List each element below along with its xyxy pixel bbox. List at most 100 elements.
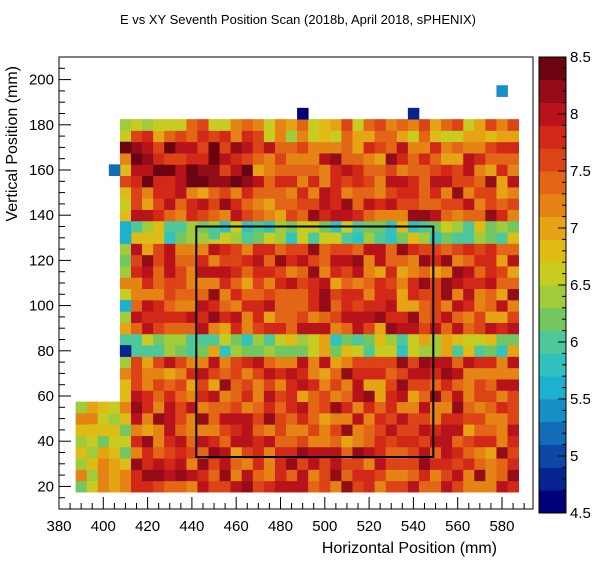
- heatmap-cell: [330, 277, 342, 290]
- heatmap-cell: [319, 446, 331, 459]
- heatmap-cell: [496, 153, 508, 165]
- heatmap-cell: [197, 412, 209, 425]
- heatmap-cell: [485, 288, 497, 301]
- heatmap-cell: [441, 220, 453, 233]
- heatmap-cell: [186, 345, 198, 357]
- heatmap-cell: [430, 333, 442, 346]
- heatmap-cell: [463, 333, 475, 346]
- heatmap-cell: [441, 345, 453, 357]
- heatmap-cell: [308, 130, 320, 143]
- heatmap-cell: [507, 367, 519, 380]
- heatmap-cell: [119, 333, 132, 346]
- heatmap-cell: [352, 141, 364, 154]
- heatmap-cell: [496, 469, 508, 482]
- heatmap-cell: [286, 164, 298, 177]
- heatmap-cell: [418, 141, 431, 154]
- heatmap-cell: [130, 424, 143, 436]
- heatmap-cell: [208, 130, 220, 143]
- heatmap-cell: [297, 288, 309, 301]
- heatmap-cell: [86, 469, 99, 482]
- heatmap-cell: [241, 469, 254, 482]
- heatmap-cell: [153, 435, 165, 448]
- heatmap-cell: [241, 333, 254, 346]
- heatmap-cell: [230, 266, 243, 278]
- heatmap-cell: [396, 266, 409, 278]
- heatmap-cell: [186, 119, 198, 131]
- heatmap-cell: [363, 288, 376, 301]
- heatmap-cell: [485, 209, 497, 222]
- heatmap-cell: [474, 254, 486, 267]
- heatmap-cell: [496, 164, 508, 177]
- heatmap-cell: [219, 458, 232, 470]
- heatmap-cell: [385, 356, 398, 369]
- heatmap-cell: [175, 243, 187, 256]
- chart-title: E vs XY Seventh Position Scan (2018b, Ap…: [120, 12, 476, 27]
- heatmap-cell: [308, 198, 320, 210]
- heatmap-cell: [385, 175, 398, 188]
- heatmap-cell: [142, 243, 154, 256]
- heatmap-cell: [452, 356, 464, 369]
- heatmap-cell: [430, 254, 442, 267]
- heatmap-cell: [385, 480, 398, 493]
- heatmap-cell: [186, 130, 198, 143]
- heatmap-cell: [208, 390, 220, 403]
- heatmap-cell: [474, 480, 486, 493]
- heatmap-cell: [308, 345, 320, 357]
- heatmap-cell: [496, 243, 508, 256]
- heatmap-cell: [463, 356, 475, 369]
- heatmap-cell: [396, 164, 409, 177]
- heatmap-cell: [374, 119, 387, 131]
- heatmap-cell: [186, 209, 198, 222]
- heatmap-cell: [485, 130, 497, 143]
- heatmap-cell: [153, 390, 165, 403]
- heatmap-cell: [130, 277, 143, 290]
- heatmap-cell: [396, 198, 409, 210]
- heatmap-cell: [86, 480, 99, 493]
- heatmap-cell: [341, 469, 353, 482]
- heatmap-cell: [474, 458, 486, 470]
- heatmap-cell: [441, 277, 453, 290]
- heatmap-cell: [274, 390, 287, 403]
- heatmap-cell: [130, 220, 143, 233]
- heatmap-cell: [130, 186, 143, 199]
- heatmap-cell: [474, 299, 486, 312]
- heatmap-cell: [452, 401, 464, 414]
- heatmap-cell: [319, 141, 331, 154]
- heatmap-cell: [142, 367, 154, 380]
- heatmap-cell: [496, 412, 508, 425]
- heatmap-cell: [130, 435, 143, 448]
- heatmap-cell: [297, 322, 309, 335]
- heatmap-cell: [474, 412, 486, 425]
- heatmap-cell: [197, 390, 209, 403]
- heatmap-cell: [463, 322, 475, 335]
- heatmap-cell: [208, 299, 220, 312]
- heatmap-cell: [319, 243, 331, 256]
- heatmap-cell: [319, 311, 331, 323]
- heatmap-cell: [219, 243, 232, 256]
- heatmap-cell: [330, 435, 342, 448]
- heatmap-cell: [308, 119, 320, 131]
- heatmap-cell: [474, 401, 486, 414]
- heatmap-cell: [430, 243, 442, 256]
- heatmap-cell: [341, 254, 353, 267]
- heatmap-cell: [418, 153, 431, 165]
- heatmap-cell: [208, 322, 220, 335]
- heatmap-cell: [197, 424, 209, 436]
- heatmap-cell: [197, 401, 209, 414]
- heatmap-cell: [463, 288, 475, 301]
- x-tick-label: 460: [224, 518, 249, 535]
- heatmap-cell: [330, 175, 342, 188]
- heatmap-cell: [130, 379, 143, 391]
- heatmap-cell: [352, 401, 364, 414]
- heatmap-cell: [485, 390, 497, 403]
- heatmap-cell: [507, 435, 519, 448]
- heatmap-cell: [186, 153, 198, 165]
- heatmap-cell: [119, 164, 132, 177]
- heatmap-cell: [186, 446, 198, 459]
- heatmap-cell: [474, 367, 486, 380]
- heatmap-cell: [474, 311, 486, 323]
- heatmap-cell: [507, 458, 519, 470]
- heatmap-cell: [407, 311, 420, 323]
- heatmap-cell: [197, 243, 209, 256]
- heatmap-cell: [219, 446, 232, 459]
